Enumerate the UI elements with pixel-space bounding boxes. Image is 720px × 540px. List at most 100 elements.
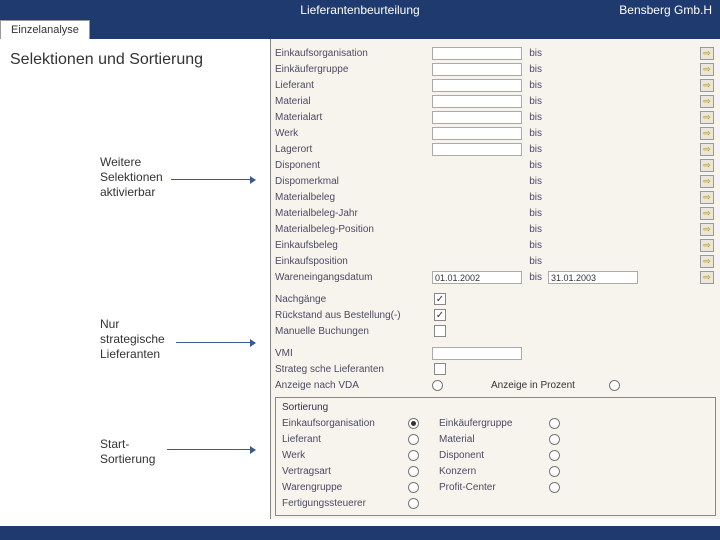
checkbox-row: Rückstand aus Bestellung(-) ✓ bbox=[275, 307, 716, 323]
bis-label: bis bbox=[524, 96, 546, 107]
selection-row: Lieferant bis ⇨ bbox=[275, 77, 716, 93]
multi-select-button[interactable]: ⇨ bbox=[700, 271, 714, 284]
sort-row: Lieferant Material bbox=[282, 431, 709, 447]
sort-row: Fertigungssteuerer bbox=[282, 495, 709, 511]
bis-label: bis bbox=[524, 256, 546, 267]
bis-label: bis bbox=[524, 144, 546, 155]
range-from-input[interactable]: 01.01.2002 bbox=[432, 271, 522, 284]
percent-radio[interactable] bbox=[609, 380, 620, 391]
bis-label: bis bbox=[524, 64, 546, 75]
sort-row: VertragsartKonzern bbox=[282, 463, 709, 479]
sort-radio[interactable] bbox=[549, 450, 560, 461]
multi-select-button[interactable]: ⇨ bbox=[700, 239, 714, 252]
section-title: Selektionen und Sortierung bbox=[10, 51, 260, 69]
checkbox[interactable]: ✓ bbox=[434, 309, 446, 321]
multi-select-button[interactable]: ⇨ bbox=[700, 207, 714, 220]
sort-label-b: Material bbox=[439, 434, 549, 445]
row-vmi: VMI bbox=[275, 345, 716, 361]
sort-radio[interactable] bbox=[408, 434, 419, 445]
sort-label-b: Disponent bbox=[439, 450, 549, 461]
multi-select-button[interactable]: ⇨ bbox=[700, 159, 714, 172]
page-title: Lieferantenbeurteilung bbox=[300, 3, 419, 17]
sort-label-b: Profit-Center bbox=[439, 482, 549, 493]
checkbox-label: Manuelle Buchungen bbox=[275, 326, 430, 337]
checkbox-label: Nachgänge bbox=[275, 294, 430, 305]
bis-label: bis bbox=[524, 160, 546, 171]
field-label: Einkaufsposition bbox=[275, 256, 430, 267]
tab-einzelanalyse[interactable]: Einzelanalyse bbox=[0, 20, 90, 39]
bis-label: bis bbox=[524, 224, 546, 235]
multi-select-button[interactable]: ⇨ bbox=[700, 175, 714, 188]
annotation-sort: Start- Sortierung bbox=[100, 437, 155, 467]
sort-radio[interactable] bbox=[408, 418, 419, 429]
bis-label: bis bbox=[524, 272, 546, 283]
arrow-icon bbox=[176, 342, 255, 343]
range-from-input[interactable] bbox=[432, 143, 522, 156]
field-label: Einkäufergruppe bbox=[275, 64, 430, 75]
checkbox[interactable]: ✓ bbox=[434, 293, 446, 305]
multi-select-button[interactable]: ⇨ bbox=[700, 191, 714, 204]
sort-label-a: Werk bbox=[282, 450, 408, 461]
sort-radio[interactable] bbox=[549, 466, 560, 477]
sort-row: Warengruppe Profit-Center bbox=[282, 479, 709, 495]
field-label: Material bbox=[275, 96, 430, 107]
tab-bar: Einzelanalyse bbox=[0, 20, 720, 39]
sort-radio[interactable] bbox=[549, 434, 560, 445]
multi-select-button[interactable]: ⇨ bbox=[700, 63, 714, 76]
selection-row: Dispomerkmalbis⇨ bbox=[275, 173, 716, 189]
arrow-icon bbox=[167, 449, 255, 450]
selection-row: Einkaufsorganisationbis⇨ bbox=[275, 45, 716, 61]
sort-radio[interactable] bbox=[408, 498, 419, 509]
bis-label: bis bbox=[524, 176, 546, 187]
checkbox[interactable] bbox=[434, 325, 446, 337]
sort-row: EinkaufsorganisationEinkäufergruppe bbox=[282, 415, 709, 431]
bis-label: bis bbox=[524, 80, 546, 91]
selection-row: Werkbis⇨ bbox=[275, 125, 716, 141]
range-from-input[interactable] bbox=[432, 127, 522, 140]
range-from-input[interactable] bbox=[432, 95, 522, 108]
range-from-input[interactable] bbox=[432, 79, 522, 92]
strategic-checkbox[interactable] bbox=[434, 363, 446, 375]
sort-radio[interactable] bbox=[549, 482, 560, 493]
vmi-input[interactable] bbox=[432, 347, 522, 360]
checkbox-row: Nachgänge ✓ bbox=[275, 291, 716, 307]
bis-label: bis bbox=[524, 208, 546, 219]
field-label: Lagerort bbox=[275, 144, 430, 155]
multi-select-button[interactable]: ⇨ bbox=[700, 127, 714, 140]
field-label: Disponent bbox=[275, 160, 430, 171]
bis-label: bis bbox=[524, 48, 546, 59]
sort-label-a: Lieferant bbox=[282, 434, 408, 445]
field-label: Wareneingangsdatum bbox=[275, 272, 430, 283]
selection-row: Lagerort bis ⇨ bbox=[275, 141, 716, 157]
multi-select-button[interactable]: ⇨ bbox=[700, 47, 714, 60]
label-strategic: Strateg sche Lieferanten bbox=[275, 364, 430, 375]
annotation-pane: Selektionen und Sortierung Weitere Selek… bbox=[0, 39, 270, 519]
sort-radio[interactable] bbox=[408, 482, 419, 493]
multi-select-button[interactable]: ⇨ bbox=[700, 79, 714, 92]
range-from-input[interactable] bbox=[432, 47, 522, 60]
percent-label: Anzeige in Prozent bbox=[491, 380, 575, 391]
label-vmi: VMI bbox=[275, 348, 430, 359]
multi-select-button[interactable]: ⇨ bbox=[700, 255, 714, 268]
multi-select-button[interactable]: ⇨ bbox=[700, 143, 714, 156]
multi-select-button[interactable]: ⇨ bbox=[700, 95, 714, 108]
range-from-input[interactable] bbox=[432, 63, 522, 76]
field-label: Lieferant bbox=[275, 80, 430, 91]
range-to-input[interactable]: 31.01.2003 bbox=[548, 271, 638, 284]
sort-label-b: Einkäufergruppe bbox=[439, 418, 549, 429]
vda-radio[interactable] bbox=[432, 380, 443, 391]
sort-label-a: Warengruppe bbox=[282, 482, 408, 493]
annotation-selections: Weitere Selektionen aktivierbar bbox=[100, 155, 163, 200]
sort-box: Sortierung EinkaufsorganisationEinkäufer… bbox=[275, 397, 716, 516]
sort-radio[interactable] bbox=[408, 466, 419, 477]
selection-row: Material bis ⇨ bbox=[275, 93, 716, 109]
sort-radio[interactable] bbox=[549, 418, 560, 429]
annotation-strategic: Nur strategische Lieferanten bbox=[100, 317, 165, 362]
sort-radio[interactable] bbox=[408, 450, 419, 461]
field-label: Materialbeleg-Jahr bbox=[275, 208, 430, 219]
bis-label: bis bbox=[524, 112, 546, 123]
range-from-input[interactable] bbox=[432, 111, 522, 124]
multi-select-button[interactable]: ⇨ bbox=[700, 111, 714, 124]
checkbox-label: Rückstand aus Bestellung(-) bbox=[275, 310, 430, 321]
multi-select-button[interactable]: ⇨ bbox=[700, 223, 714, 236]
